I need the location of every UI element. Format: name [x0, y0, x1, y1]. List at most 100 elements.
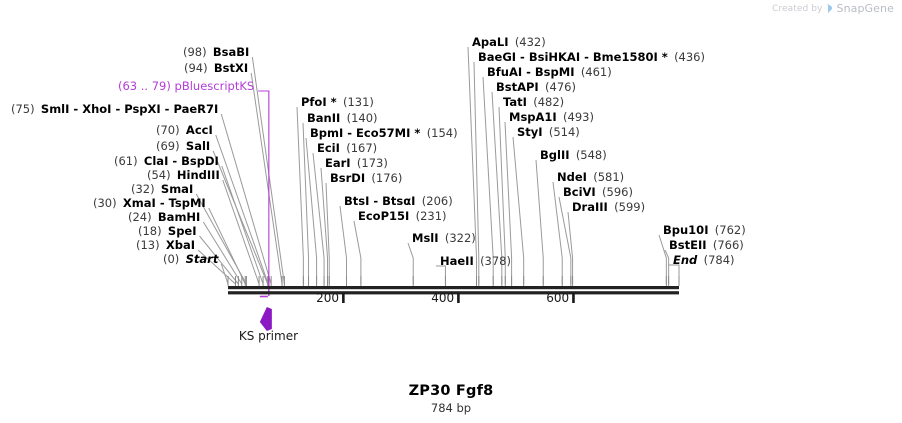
site-position: (70)	[156, 123, 180, 137]
site-label-ndei[interactable]: NdeI (581)	[557, 171, 624, 184]
site-label-hindiii[interactable]: (54) HindIII	[147, 169, 220, 182]
enzyme-name: BstAPI	[496, 80, 539, 94]
enzyme-name: ApaLI	[472, 35, 509, 49]
leader-line-bstapi	[491, 91, 503, 284]
site-label-sali[interactable]: (69) SalI	[156, 140, 210, 153]
site-label-ecop15i[interactable]: EcoP15I (231)	[358, 210, 447, 223]
site-label-spei[interactable]: (18) SpeI	[138, 225, 197, 238]
enzyme-name: BspMI	[534, 65, 575, 79]
leader-line-baegi	[473, 61, 480, 284]
site-label-bsabi[interactable]: (98) BsaBI	[183, 46, 249, 59]
site-separator: -	[160, 102, 174, 116]
axis-tick-200	[342, 293, 345, 303]
site-label-msli[interactable]: MslI (322)	[412, 232, 476, 245]
site-separator: -	[343, 126, 357, 140]
site-label-styi[interactable]: StyI (514)	[517, 126, 580, 139]
site-label-eari[interactable]: EarI (173)	[325, 157, 388, 170]
site-position: (231)	[415, 209, 447, 223]
site-label-ecii[interactable]: EciI (167)	[317, 142, 377, 155]
leader-line-bamhi	[202, 221, 243, 285]
watermark-brand: SnapGene	[836, 2, 894, 15]
site-label-clai[interactable]: (61) ClaI - BspDI	[114, 155, 219, 168]
terminal-name: End	[673, 253, 698, 267]
watermark-prefix: Created by	[771, 3, 823, 14]
site-label-acci[interactable]: (70) AccI	[156, 124, 213, 137]
site-label-bstxi[interactable]: (94) BstXI	[184, 62, 248, 75]
site-label-end[interactable]: End (784)	[673, 254, 735, 267]
leader-line-btsi	[339, 205, 348, 284]
site-label-baegi[interactable]: BaeGI - BsiHKAI - Bme1580I * (436)	[478, 51, 705, 64]
site-position: (581)	[593, 170, 625, 184]
sequence-bar-top	[228, 286, 679, 290]
site-label-bglii[interactable]: BglII (548)	[540, 149, 607, 162]
site-separator: -	[369, 194, 383, 208]
leader-line-haeii	[436, 265, 446, 284]
leader-line-msli	[407, 242, 414, 284]
enzyme-name: PaeR7I	[173, 102, 219, 116]
enzyme-name: ClaI	[143, 154, 169, 168]
enzyme-name: BsrDI	[330, 171, 366, 185]
site-label-bfuai[interactable]: BfuAI - BspMI (461)	[487, 66, 612, 79]
site-label-xbai[interactable]: (13) XbaI	[136, 239, 195, 252]
site-label-bpmi[interactable]: BpmI - Eco57MI * (154)	[310, 127, 458, 140]
site-position: (32)	[131, 182, 155, 196]
site-position: (322)	[444, 231, 476, 245]
enzyme-name: BaeGI	[478, 50, 517, 64]
site-position: (173)	[356, 156, 388, 170]
site-label-bamhi[interactable]: (24) BamHI	[128, 211, 200, 224]
site-position: (548)	[575, 148, 607, 162]
site-label-xmai[interactable]: (30) XmaI - TspMI	[93, 197, 206, 210]
site-label-bpu10i[interactable]: Bpu10I (762)	[663, 224, 746, 237]
site-separator: -	[168, 154, 182, 168]
site-position: (140)	[346, 111, 378, 125]
site-label-tati[interactable]: TatI (482)	[503, 96, 564, 109]
site-label-haeii[interactable]: HaeII (378)	[440, 255, 511, 268]
site-position: (599)	[614, 200, 646, 214]
site-label-bsrdi[interactable]: BsrDI (176)	[330, 172, 402, 185]
site-position: (476)	[545, 80, 576, 94]
leader-line-banii	[302, 122, 310, 284]
site-position: (94)	[184, 61, 208, 75]
site-label-pfoi[interactable]: PfoI * (131)	[301, 96, 374, 109]
site-label-start[interactable]: (0) Start	[163, 253, 218, 266]
site-position: (378)	[480, 254, 511, 268]
leader-line-apali	[467, 46, 478, 284]
site-position: (482)	[533, 95, 565, 109]
site-position: (69)	[156, 139, 180, 153]
leader-line-bpu10i	[658, 234, 667, 284]
leader-line-styi	[512, 136, 525, 284]
site-position: (596)	[602, 185, 633, 199]
leader-line-tati	[498, 106, 506, 284]
snapgene-watermark: Created by SnapGene	[772, 2, 894, 15]
axis-label-200: 200	[316, 291, 339, 305]
leader-line-ecop15i	[353, 220, 362, 284]
feature-range: (63 .. 79)	[118, 79, 171, 93]
site-position: (493)	[563, 110, 594, 124]
site-label-bstapi[interactable]: BstAPI (476)	[496, 81, 576, 94]
snapgene-logo-icon	[826, 3, 833, 14]
site-position: (30)	[93, 196, 117, 210]
site-separator: -	[155, 196, 169, 210]
feature-label-pbluescriptks: (63 .. 79) pBluescriptKS	[118, 80, 254, 93]
site-position: (54)	[147, 168, 171, 182]
site-label-bsteii[interactable]: BstEII (766)	[669, 239, 744, 252]
enzyme-name: BsaBI	[212, 45, 250, 59]
site-label-smai[interactable]: (32) SmaI	[131, 183, 193, 196]
site-separator: -	[516, 50, 529, 64]
enzyme-name: BglII	[540, 148, 570, 162]
primer-arrow-ks[interactable]	[259, 307, 272, 331]
site-label-banii[interactable]: BanII (140)	[307, 112, 378, 125]
leader-line-bglii	[535, 159, 544, 284]
leader-line-end	[669, 264, 680, 284]
enzyme-name: BtsI	[344, 194, 370, 208]
site-position: (61)	[114, 154, 138, 168]
leader-line-ecii	[312, 152, 325, 284]
site-label-smli[interactable]: (75) SmlI - XhoI - PspXI - PaeR7I	[11, 103, 218, 116]
site-label-draiii[interactable]: DraIII (599)	[572, 201, 645, 214]
site-label-btsi[interactable]: BtsI - BtsαI (206)	[344, 195, 453, 208]
site-label-apali[interactable]: ApaLI (432)	[472, 36, 546, 49]
leader-line-sali	[212, 150, 269, 285]
site-label-bcivi[interactable]: BciVI (596)	[563, 186, 633, 199]
site-label-mspa1i[interactable]: MspA1I (493)	[509, 111, 594, 124]
site-position: (514)	[548, 125, 580, 139]
